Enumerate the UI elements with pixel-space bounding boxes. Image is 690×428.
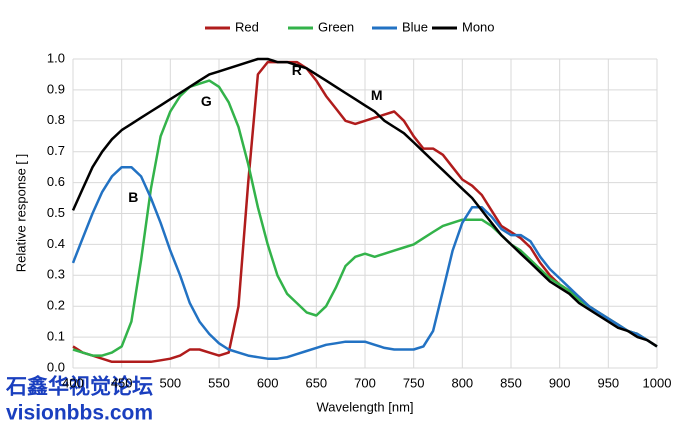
legend-label: Red: [235, 19, 259, 34]
x-tick-label: 550: [208, 375, 230, 390]
y-tick-label: 0.1: [47, 329, 65, 344]
x-tick-label: 900: [549, 375, 571, 390]
annotation: R: [292, 62, 302, 78]
x-tick-label: 650: [305, 375, 327, 390]
line-series: [71, 57, 658, 348]
x-tick-label: 600: [257, 375, 279, 390]
x-axis-label: Wavelength [nm]: [316, 399, 413, 414]
y-tick-label: 0.0: [47, 359, 65, 374]
x-tick-label: 1000: [643, 375, 672, 390]
y-tick-label: 0.4: [47, 236, 65, 251]
watermark: 石鑫华视觉论坛: [5, 375, 153, 399]
x-tick-label: 850: [500, 375, 522, 390]
watermark: visionbbs.com: [6, 402, 153, 425]
legend-label: Green: [318, 19, 354, 34]
y-tick-label: 0.6: [47, 174, 65, 189]
x-tick-label: 500: [159, 375, 181, 390]
x-tick-label: 750: [403, 375, 425, 390]
y-tick-label: 0.5: [47, 205, 65, 220]
annotation: G: [201, 93, 212, 109]
legend-label: Blue: [402, 19, 428, 34]
line-series: [71, 165, 658, 360]
y-axis-label: Relative response [ ]: [13, 154, 28, 273]
y-tick-label: 0.3: [47, 267, 65, 282]
y-tick-label: 1.0: [47, 50, 65, 65]
y-tick-label: 0.7: [47, 143, 65, 158]
y-tick-label: 0.2: [47, 298, 65, 313]
x-tick-label: 800: [451, 375, 473, 390]
legend-label: Mono: [462, 19, 495, 34]
x-tick-label: 400: [62, 375, 84, 390]
y-tick-label: 0.9: [47, 81, 65, 96]
x-tick-label: 950: [597, 375, 619, 390]
annotation: M: [371, 87, 383, 103]
annotation: B: [128, 189, 138, 205]
line-series: [72, 79, 658, 357]
y-tick-label: 0.8: [47, 112, 65, 127]
x-tick-label: 450: [111, 375, 133, 390]
x-tick-label: 700: [354, 375, 376, 390]
